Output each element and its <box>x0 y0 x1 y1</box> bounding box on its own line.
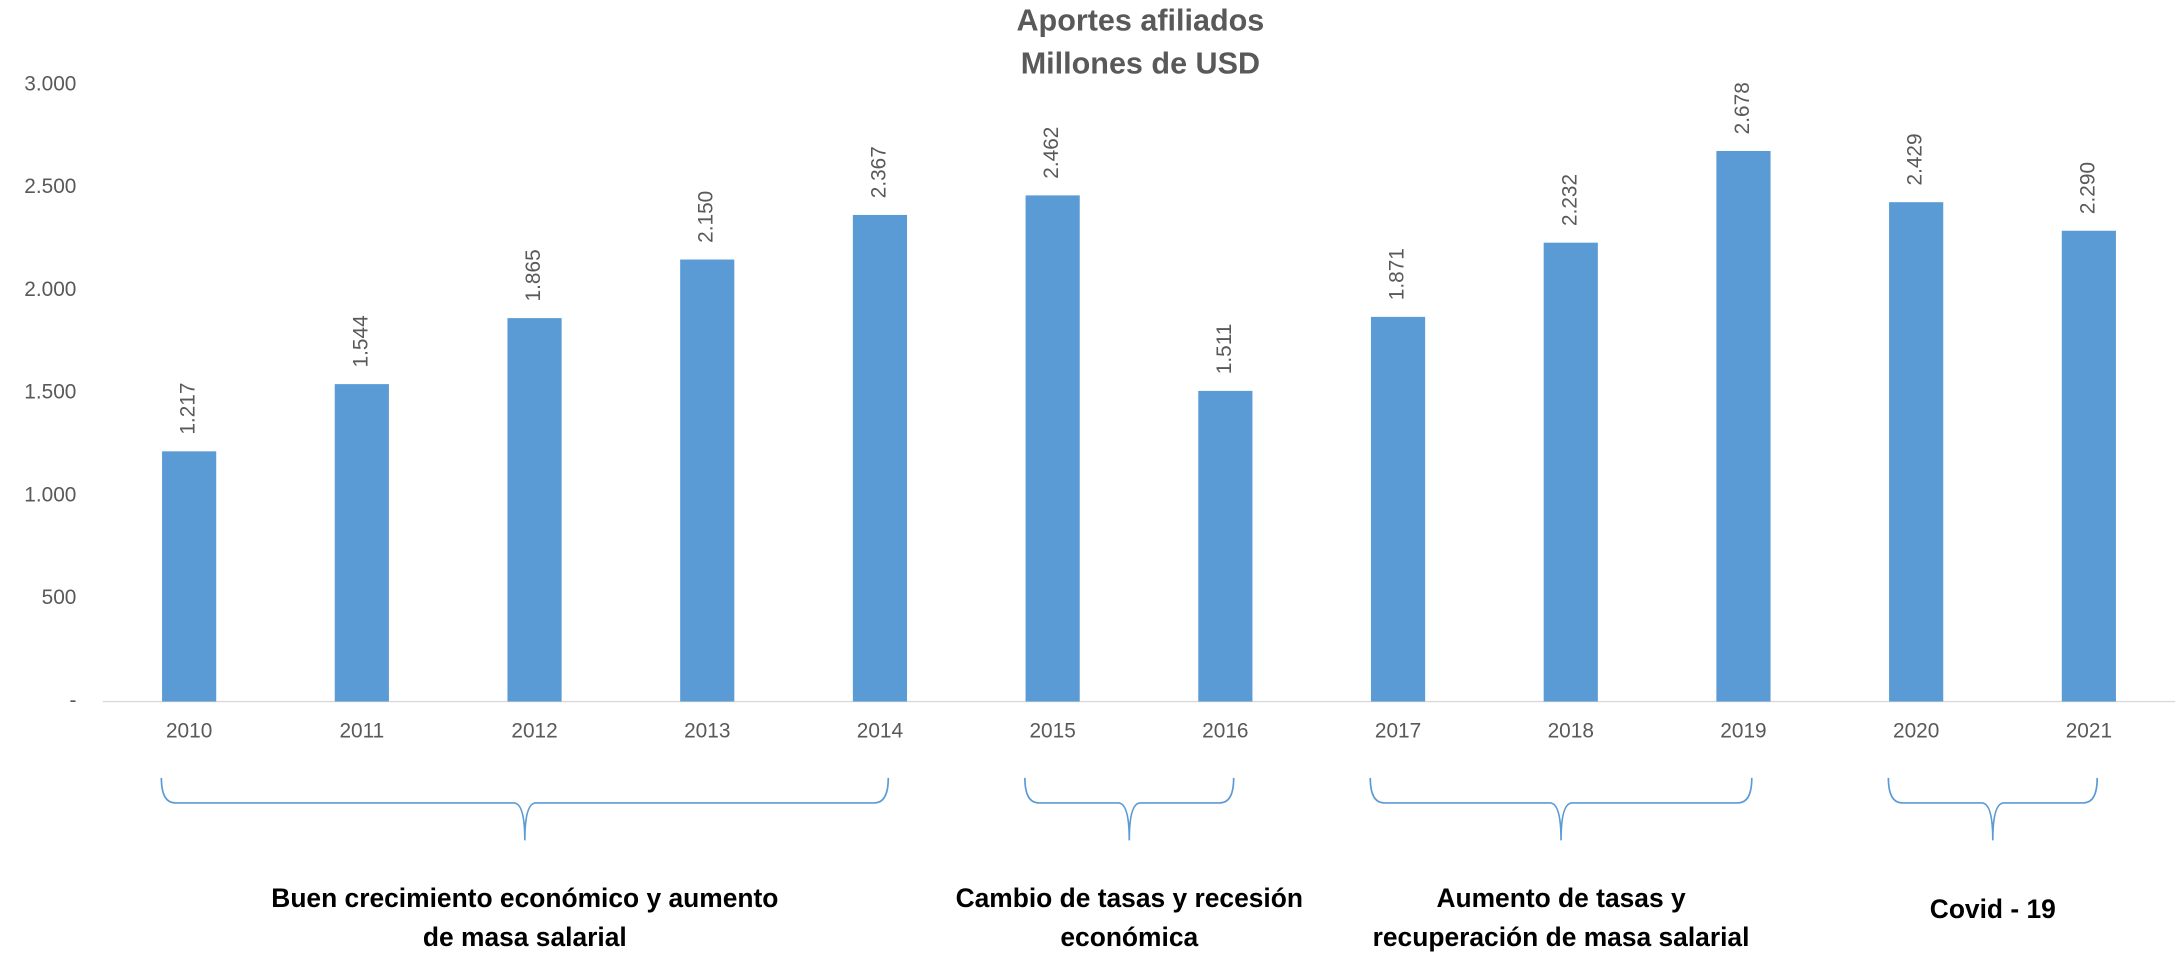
annotation: Cambio de tasas y recesión <box>956 883 1303 913</box>
chart-title: Aportes afiliados <box>1016 3 1264 37</box>
y-tick-label: 3.000 <box>24 72 76 95</box>
x-tick-label: 2013 <box>684 720 730 743</box>
chart-subtitle: Millones de USD <box>1021 46 1260 80</box>
bar <box>1370 316 1426 702</box>
brace <box>160 777 890 841</box>
x-tick-label: 2016 <box>1202 720 1248 743</box>
brace <box>1887 777 2099 841</box>
bar <box>334 384 389 702</box>
y-tick-label: 500 <box>42 586 77 609</box>
y-tick-label: 1.000 <box>24 483 76 506</box>
value-label: 1.865 <box>522 249 545 301</box>
y-tick-label: 2.500 <box>24 175 76 198</box>
y-tick-label: - <box>69 689 76 712</box>
value-label: 2.678 <box>1731 82 1754 134</box>
x-tick-label: 2011 <box>339 720 384 743</box>
value-label: 2.462 <box>1040 127 1063 179</box>
x-tick-label: 2020 <box>1893 720 1939 743</box>
bar <box>1198 390 1253 702</box>
annotation: Aumento de tasas y <box>1436 883 1686 913</box>
value-label: 2.290 <box>2076 162 2099 214</box>
x-tick-label: 2021 <box>2066 720 2112 743</box>
brace <box>1369 777 1753 841</box>
x-tick-label: 2015 <box>1029 720 1075 743</box>
bar <box>1543 242 1598 702</box>
x-tick-label: 2017 <box>1375 720 1421 743</box>
x-tick-label: 2019 <box>1720 720 1766 743</box>
bar <box>1025 195 1080 702</box>
bar <box>680 259 735 702</box>
annotation: de masa salarial <box>423 922 627 952</box>
x-tick-label: 2010 <box>166 720 212 743</box>
bar <box>2061 230 2116 702</box>
y-tick-label: 1.500 <box>24 381 76 404</box>
value-label: 2.367 <box>867 146 890 198</box>
bar <box>507 318 562 702</box>
value-label: 2.150 <box>695 191 718 243</box>
annotation: Covid - 19 <box>1930 894 2056 924</box>
bar <box>852 214 908 702</box>
value-label: 1.217 <box>177 383 200 435</box>
bar <box>162 451 217 702</box>
annotation: recuperación de masa salarial <box>1373 922 1750 952</box>
value-label: 1.871 <box>1386 248 1409 300</box>
annotation: económica <box>1060 922 1198 952</box>
value-label: 2.429 <box>1904 133 1927 185</box>
x-tick-label: 2012 <box>511 720 557 743</box>
value-label: 1.511 <box>1213 324 1236 375</box>
brace <box>1024 777 1235 841</box>
x-tick-label: 2014 <box>857 720 903 743</box>
bar <box>1889 202 1944 702</box>
value-label: 2.232 <box>1558 174 1581 226</box>
value-label: 1.544 <box>349 315 372 367</box>
x-tick-label: 2018 <box>1548 720 1594 743</box>
y-tick-label: 2.000 <box>24 278 76 301</box>
bar <box>1716 150 1771 702</box>
annotation: Buen crecimiento económico y aumento <box>271 883 778 913</box>
